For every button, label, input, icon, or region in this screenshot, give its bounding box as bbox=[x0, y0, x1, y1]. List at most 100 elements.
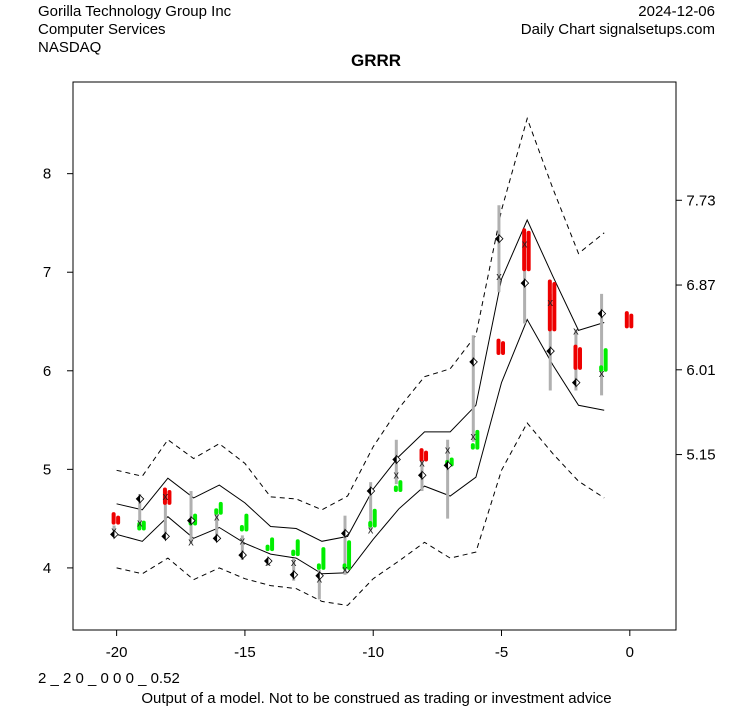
y-axis-left: 4 5 6 7 8 bbox=[43, 166, 73, 577]
diamond-left bbox=[340, 529, 345, 538]
diamond-marker bbox=[289, 569, 299, 580]
chart-title: GRRR bbox=[351, 51, 401, 70]
diamond-left bbox=[264, 557, 269, 566]
y-tick-label-left: 8 bbox=[43, 166, 51, 183]
diamond-right bbox=[113, 529, 119, 540]
x-marker: x bbox=[214, 512, 220, 524]
diamond-left bbox=[366, 487, 371, 496]
x-marker: x bbox=[573, 325, 579, 337]
diamond-left bbox=[469, 357, 474, 366]
diamond-left bbox=[212, 534, 217, 543]
diamond-marker bbox=[392, 454, 401, 465]
diamond-marker bbox=[264, 556, 273, 566]
diamond-left bbox=[289, 570, 294, 579]
y-tick-label-left: 5 bbox=[43, 461, 51, 478]
diamond-left bbox=[392, 455, 397, 464]
diamond-marker bbox=[161, 531, 170, 542]
diamond-right bbox=[216, 533, 222, 544]
exchange-label: NASDAQ bbox=[38, 39, 102, 56]
diamond-left bbox=[494, 234, 499, 243]
diamond-right bbox=[421, 470, 427, 481]
diamond-left bbox=[443, 461, 448, 470]
diamond-right bbox=[190, 515, 196, 526]
x-marker: x bbox=[419, 457, 425, 469]
sector-label: Computer Services bbox=[38, 21, 166, 38]
diamond-right bbox=[241, 550, 247, 561]
diamond-marker bbox=[597, 308, 607, 319]
diamond-marker bbox=[238, 550, 247, 561]
diamond-left bbox=[187, 516, 192, 525]
diamond-marker bbox=[443, 460, 453, 471]
diamond-right bbox=[498, 233, 504, 244]
diamond-marker bbox=[135, 493, 145, 504]
diamond-right bbox=[318, 570, 324, 581]
plot-frame bbox=[72, 81, 677, 631]
diamond-left bbox=[546, 347, 551, 356]
band-lower-inner bbox=[116, 318, 605, 575]
diamond-right bbox=[575, 377, 581, 388]
diamond-marker bbox=[546, 346, 555, 357]
band-upper-outer bbox=[116, 116, 605, 511]
x-axis: -20 -15 -10 -5 0 bbox=[106, 630, 634, 661]
diamond-marker bbox=[571, 377, 581, 388]
diamond-marker bbox=[417, 470, 427, 481]
company-name: Gorilla Technology Group Inc bbox=[38, 3, 232, 20]
x-marker: x bbox=[240, 535, 246, 547]
x-marker: x bbox=[163, 491, 169, 503]
diamond-marker bbox=[212, 533, 222, 544]
diamond-right bbox=[370, 486, 376, 496]
diamond-left bbox=[161, 532, 166, 541]
x-marker: x bbox=[368, 524, 374, 536]
disclaimer: Output of a model. Not to be construed a… bbox=[141, 690, 612, 707]
x-marker: x bbox=[445, 445, 451, 457]
diamond-right bbox=[447, 460, 453, 471]
diamond-left bbox=[110, 530, 115, 539]
x-tick-label: -5 bbox=[495, 644, 508, 661]
chart-source: Daily Chart signalsetups.com bbox=[520, 21, 715, 38]
y-tick-label-right: 5.15 bbox=[686, 447, 715, 464]
diamond-right bbox=[267, 556, 273, 566]
x-tick-label: -20 bbox=[106, 644, 128, 661]
diamond-right bbox=[524, 278, 530, 289]
x-marker: x bbox=[599, 368, 605, 380]
model-code: 2 _ 2 0 _ 0 0 0 _ 0.52 bbox=[38, 670, 180, 687]
x-marker: x bbox=[291, 557, 297, 569]
diamond-markers bbox=[110, 233, 607, 581]
x-tick-label: -10 bbox=[362, 644, 384, 661]
y-tick-label-left: 6 bbox=[43, 363, 51, 380]
y-tick-label-right: 6.87 bbox=[686, 277, 715, 294]
diamond-right bbox=[395, 454, 401, 465]
y-tick-label-right: 6.01 bbox=[686, 362, 715, 379]
diamond-left bbox=[520, 279, 525, 288]
diamond-right bbox=[293, 569, 299, 580]
diamond-left bbox=[417, 471, 422, 480]
diamond-left bbox=[597, 309, 602, 318]
x-marker: x bbox=[137, 518, 143, 530]
diamond-marker bbox=[520, 278, 530, 289]
diamond-marker bbox=[366, 486, 376, 496]
y-tick-label-left: 4 bbox=[43, 560, 51, 577]
diamond-right bbox=[139, 493, 145, 504]
x-marker: x bbox=[548, 297, 554, 309]
diamond-marker bbox=[469, 356, 478, 367]
diamond-marker bbox=[494, 233, 504, 244]
y-tick-label-left: 7 bbox=[43, 264, 51, 281]
x-marker: x bbox=[188, 536, 194, 548]
x-tick-label: 0 bbox=[626, 644, 634, 661]
diamond-marker bbox=[110, 529, 119, 540]
diamond-left bbox=[238, 551, 243, 560]
diamond-marker bbox=[315, 570, 324, 581]
x-markers: xxxxxxxxxxxxxxxxxxxx bbox=[111, 239, 605, 586]
chart-date: 2024-12-06 bbox=[638, 3, 715, 20]
diamond-right bbox=[472, 356, 478, 367]
diamond-right bbox=[344, 528, 350, 539]
y-tick-label-right: 7.73 bbox=[686, 192, 715, 209]
x-marker: x bbox=[342, 564, 348, 576]
diamond-marker bbox=[187, 515, 196, 526]
diamond-left bbox=[315, 571, 320, 580]
x-marker: x bbox=[471, 431, 477, 443]
diamond-left bbox=[571, 378, 576, 387]
x-marker: x bbox=[522, 239, 528, 251]
diamond-left bbox=[135, 494, 140, 503]
